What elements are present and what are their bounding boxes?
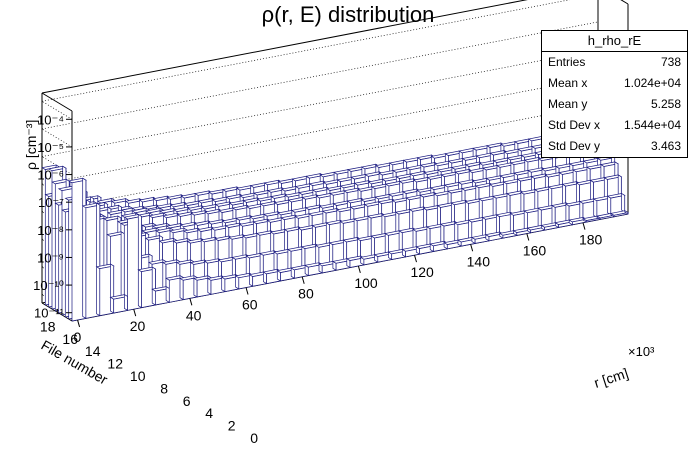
- bar-group: [41, 126, 629, 322]
- stats-row-std-y: Std Dev y 3.463: [542, 136, 687, 157]
- x-tick-label: 160: [523, 242, 547, 258]
- z-grid-line: [41, 104, 599, 213]
- stats-value: 738: [660, 55, 681, 69]
- stats-value: 3.463: [650, 139, 681, 153]
- x-tick-mark: [526, 233, 530, 241]
- x-tick-mark: [582, 222, 586, 230]
- bar: [151, 285, 171, 306]
- x-tick-label: 60: [242, 297, 258, 313]
- bar: [137, 266, 157, 309]
- bar: [192, 275, 212, 298]
- bar: [109, 293, 129, 314]
- x-tick-mark: [189, 298, 193, 306]
- frame-edge: [41, 0, 528, 94]
- y-tick-label: 16: [62, 331, 78, 347]
- x-tick-label: 140: [467, 253, 491, 269]
- stats-label: Std Dev x: [548, 118, 601, 132]
- x-tick-label: 80: [298, 286, 314, 302]
- stats-row-std-x: Std Dev x 1.544e+04: [542, 115, 687, 136]
- z-tick-label: 10⁻¹¹: [34, 306, 65, 321]
- x-tick-label: 120: [410, 264, 434, 280]
- stats-value: 1.024e+04: [623, 76, 681, 90]
- stats-row-mean-y: Mean y 5.258: [542, 94, 687, 115]
- y-tick-label: 10: [130, 368, 146, 384]
- x-tick-label: 0: [74, 329, 82, 345]
- z-tick-label: 10⁻⁷: [38, 195, 64, 210]
- bar: [81, 202, 101, 319]
- frame-edge: [620, 0, 629, 5]
- x-tick-mark: [133, 308, 137, 317]
- z-tick-label: 10⁻⁵: [37, 140, 64, 155]
- x-tick-label: 20: [130, 318, 146, 334]
- x-tick-mark: [470, 244, 474, 252]
- z-axis-label: ρ [cm⁻³]: [23, 120, 39, 170]
- stats-title: h_rho_rE: [542, 31, 687, 52]
- x-tick-label: 100: [354, 275, 378, 291]
- y-tick-label: 12: [107, 356, 123, 372]
- x-axis-label: r [cm]: [592, 365, 630, 391]
- y-tick-label: 6: [183, 393, 191, 409]
- bar: [592, 195, 612, 218]
- stats-box: h_rho_rE Entries 738 Mean x 1.024e+04 Mean…: [541, 30, 688, 158]
- z-tick-label: 10⁻⁸: [37, 223, 64, 238]
- axis-group: 0204060801001201401601800246810121416181…: [33, 112, 602, 446]
- y-tick-label: 4: [205, 405, 213, 421]
- bar: [370, 232, 390, 261]
- z-tick-label: 10⁻⁴: [37, 112, 64, 127]
- bar: [123, 213, 143, 311]
- stats-row-mean-x: Mean x 1.024e+04: [542, 73, 687, 94]
- z-grid-line: [41, 76, 599, 185]
- z-tick-label: 10⁻⁶: [37, 168, 64, 183]
- x-tick-mark: [414, 254, 417, 263]
- stats-label: Entries: [548, 55, 586, 69]
- stats-label: Std Dev y: [548, 139, 601, 153]
- stats-label: Mean x: [548, 76, 588, 90]
- x-tick-mark: [301, 276, 305, 284]
- bar: [67, 177, 87, 322]
- y-tick-label: 8: [160, 380, 168, 396]
- x-tick-mark: [245, 287, 249, 295]
- stats-value: 5.258: [650, 97, 681, 111]
- x-tick-mark: [77, 319, 81, 328]
- bar: [248, 271, 268, 287]
- x-axis-exponent: ×10³: [628, 344, 655, 359]
- bar: [512, 227, 532, 236]
- stats-row-entries: Entries 738: [542, 52, 687, 73]
- x-tick-label: 180: [579, 232, 603, 248]
- y-tick-label: 14: [85, 343, 101, 359]
- z-tick-label: 10⁻¹⁰: [33, 278, 64, 293]
- x-tick-mark: [357, 265, 361, 274]
- y-tick-label: 0: [250, 430, 258, 446]
- stats-label: Mean y: [548, 97, 588, 111]
- bar: [95, 263, 115, 317]
- y-tick-label: 18: [40, 318, 56, 334]
- frame-edge: [41, 302, 73, 322]
- y-tick-label: 2: [228, 418, 236, 434]
- stats-value: 1.544e+04: [623, 118, 681, 132]
- z-grid-line: [41, 49, 599, 157]
- z-grid-line: [41, 0, 571, 102]
- x-tick-label: 40: [186, 307, 202, 323]
- bar: [609, 210, 629, 218]
- bar: [179, 275, 199, 301]
- frame-edge: [41, 92, 73, 112]
- z-grid-line: [41, 21, 599, 130]
- z-tick-label: 10⁻⁹: [37, 250, 64, 265]
